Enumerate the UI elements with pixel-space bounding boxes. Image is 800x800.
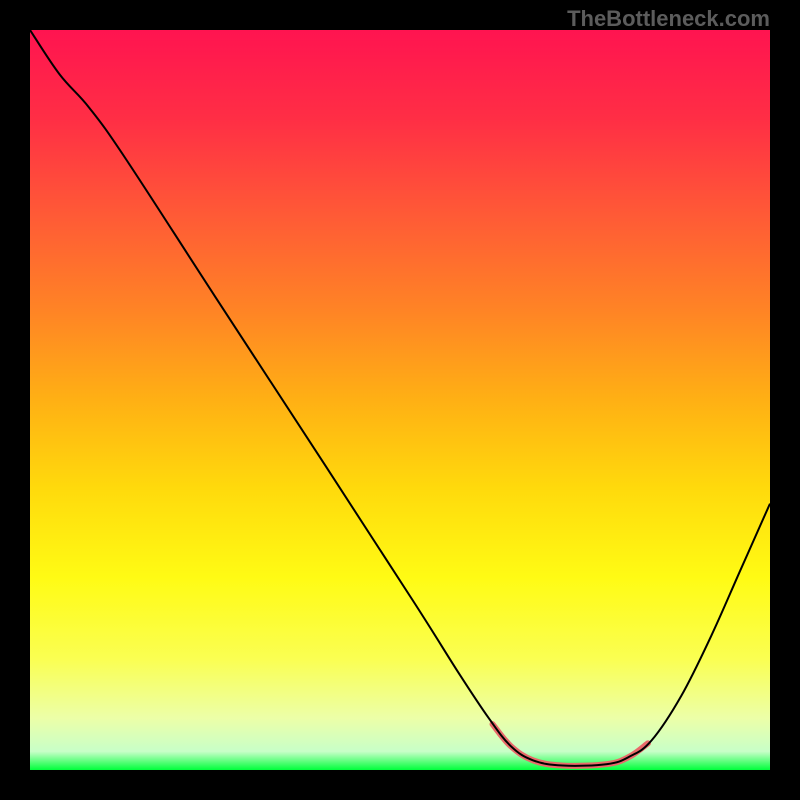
gradient-background bbox=[30, 30, 770, 770]
plot-area bbox=[30, 30, 770, 770]
chart-container: TheBottleneck.com bbox=[0, 0, 800, 800]
watermark-text: TheBottleneck.com bbox=[567, 6, 770, 32]
chart-svg bbox=[30, 30, 770, 770]
